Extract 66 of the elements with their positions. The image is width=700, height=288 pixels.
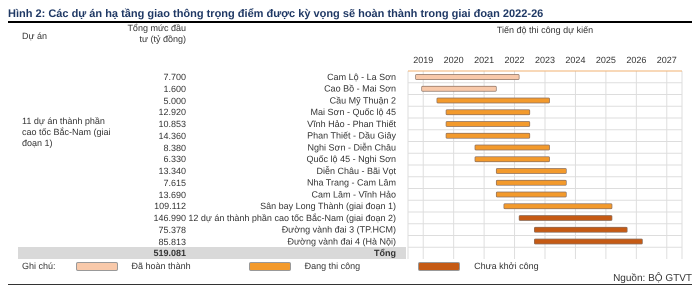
y-tick-label: Tổng	[374, 248, 396, 258]
text: 1.600	[163, 82, 186, 96]
y-tick-label: Cao Bồ - Mai Sơn	[324, 84, 396, 94]
y-tick-label: Nha Trang - Cam Lâm	[306, 178, 396, 188]
text: 146.990	[153, 212, 186, 225]
bar	[534, 238, 643, 244]
bar	[474, 156, 550, 162]
text: 13.340	[158, 165, 186, 178]
y-tick-label: Đường vành đai 4 (Hà Nội)	[288, 236, 396, 246]
legend-title: Ghi chú:	[22, 261, 56, 271]
bar	[446, 132, 530, 139]
bar	[496, 168, 567, 174]
x-tick-label: 2025	[596, 55, 616, 65]
y-tick-label: Phan Thiết - Dầu Giây	[307, 130, 396, 141]
bar	[436, 98, 550, 104]
text: Tổng mức đầu tư (tỷ đồng)	[126, 23, 186, 45]
y-tick-label: Vĩnh Hảo - Phan Thiết	[307, 118, 396, 129]
y-tick-label: 12 dự án thành phần cao tốc Bắc-Nam (giai đoạn 2)	[188, 212, 396, 223]
x-tick-label: 2026	[626, 55, 646, 65]
y-tick-label: Mai Sơn - Quốc lộ 45	[310, 107, 396, 118]
text: 7.700	[163, 71, 186, 84]
text: 10.853	[158, 118, 186, 131]
y-tick-label: Cam Lâm - Vĩnh Hảo	[311, 189, 396, 200]
bar	[504, 203, 612, 210]
y-tick-label: Cầu Mỹ Thuận 2	[330, 95, 396, 106]
bar	[534, 226, 628, 233]
bar	[474, 144, 550, 150]
text: 6.330	[163, 153, 186, 166]
bar	[496, 192, 567, 198]
bar	[446, 121, 530, 127]
bar	[496, 180, 567, 186]
x-tick-label: 2019	[413, 55, 434, 65]
text: 109.112	[154, 200, 186, 213]
y-tick-label: Sân bay Long Thành (giai đoạn 1)	[260, 201, 396, 212]
text: Dự án	[22, 31, 48, 41]
bar	[421, 86, 497, 92]
text: 13.690	[158, 188, 186, 202]
legend-label: Đang thi công	[304, 261, 360, 271]
x-tick-label: 2020	[444, 55, 464, 65]
y-tick-label: Quốc lộ 45 - Nghi Sơn	[306, 154, 396, 164]
bar	[415, 74, 520, 80]
x-tick-label: 2024	[565, 55, 586, 65]
bar	[446, 109, 530, 116]
text: Hình 2: Các dự án hạ tầng giao thông trọng điểm được kỳ vọng sẽ hoàn thành trong giai đoạn 2022-26	[8, 8, 692, 23]
text: 7.615	[163, 176, 186, 190]
text: 12.920	[158, 106, 186, 119]
legend-label: Chưa khởi công	[473, 261, 539, 271]
x-tick-label: 2027	[656, 55, 677, 65]
text: 519.081	[153, 247, 186, 260]
y-tick-label: Diễn Châu - Bãi Vọt	[316, 166, 396, 176]
x-tick-label: 2021	[474, 55, 494, 65]
x-tick-label: 2022	[504, 55, 525, 65]
text: Nguồn: BỘ GTVT	[8, 273, 692, 285]
text: 8.380	[163, 142, 186, 154]
y-tick-label: Cam Lộ - La Sơn	[327, 72, 396, 82]
text: 11 dự án thành phần cao tốc Bắc-Nam (giai đoạn 1)	[22, 116, 112, 149]
y-tick-label: Nghi Sơn - Diễn Châu	[308, 142, 396, 152]
y-tick-label: Đường vành đai 3 (TP.HCM)	[282, 224, 396, 235]
text: 85.813	[158, 236, 186, 248]
bar	[518, 215, 612, 221]
text: 75.378	[158, 224, 186, 236]
legend-label: Đã hoàn thành	[130, 261, 191, 271]
x-axis-title: Tiến độ thi công dự kiến	[496, 25, 594, 35]
text: 14.360	[158, 130, 186, 142]
text: 5.000	[163, 94, 186, 108]
x-tick-label: 2023	[534, 55, 556, 65]
